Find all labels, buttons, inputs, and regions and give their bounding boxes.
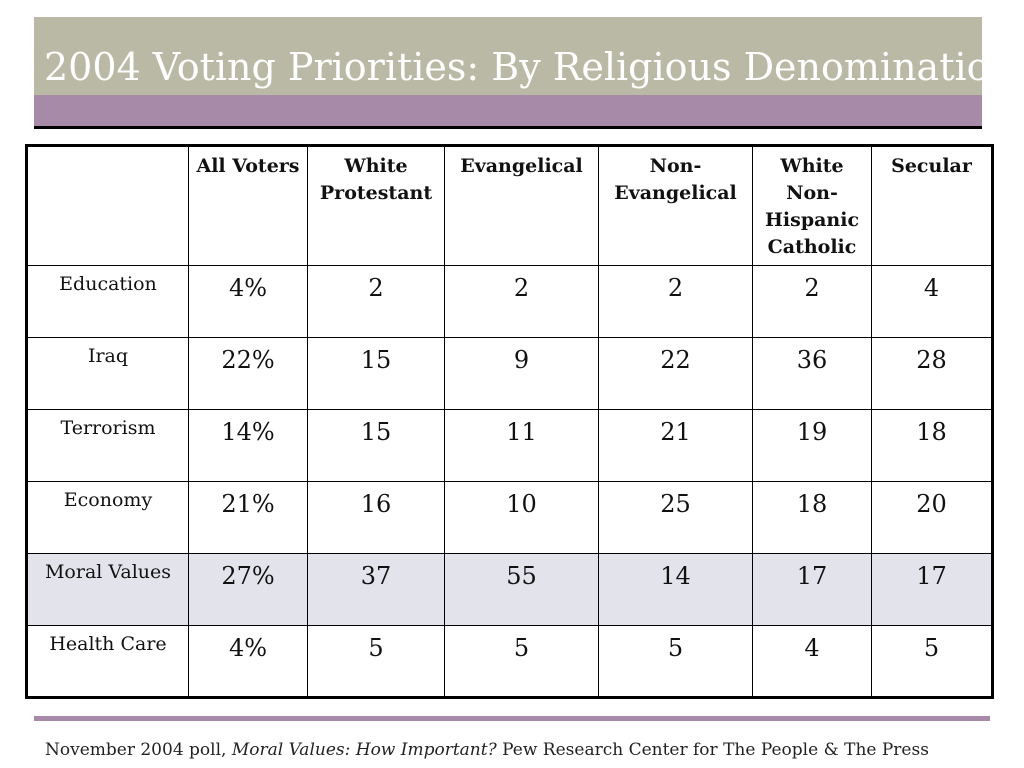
table-row-economy: Economy 21% 16 10 25 18 20 — [26, 481, 993, 554]
footer-divider — [34, 716, 990, 721]
table-cell: 9 — [444, 337, 599, 410]
table-cell: 17 — [752, 553, 872, 626]
row-label: Iraq — [26, 337, 189, 410]
table-cell: 10 — [444, 481, 599, 554]
table-cell: 11 — [444, 409, 599, 482]
header-white-non-hispanic-catholic: White Non- Hispanic Catholic — [752, 145, 872, 266]
row-label: Moral Values — [26, 553, 189, 626]
table-cell: 14% — [188, 409, 308, 482]
header-row: All Voters White Protestant Evangelical … — [26, 145, 993, 266]
header-evangelical: Evangelical — [444, 145, 599, 266]
table-cell: 55 — [444, 553, 599, 626]
header-white-protestant: White Protestant — [307, 145, 445, 266]
table-cell: 5 — [871, 625, 993, 698]
table-cell: 2 — [307, 265, 445, 338]
title-divider — [34, 126, 982, 129]
table-cell: 20 — [871, 481, 993, 554]
header-all-voters: All Voters — [188, 145, 308, 266]
table-cell: 21% — [188, 481, 308, 554]
table-cell: 4 — [752, 625, 872, 698]
table-cell: 17 — [871, 553, 993, 626]
row-label: Terrorism — [26, 409, 189, 482]
citation-prefix: November 2004 poll, — [45, 740, 232, 760]
table-cell: 21 — [598, 409, 753, 482]
table-cell: 19 — [752, 409, 872, 482]
table-cell: 37 — [307, 553, 445, 626]
table-cell: 15 — [307, 337, 445, 410]
table-row-iraq: Iraq 22% 15 9 22 36 28 — [26, 337, 993, 410]
purple-accent-band — [34, 95, 982, 126]
table-cell: 4 — [871, 265, 993, 338]
table-cell: 4% — [188, 265, 308, 338]
citation-report-title: Moral Values: How Important? — [231, 740, 497, 760]
table-cell: 18 — [871, 409, 993, 482]
table-cell: 2 — [598, 265, 753, 338]
table-cell: 14 — [598, 553, 753, 626]
table-cell: 5 — [307, 625, 445, 698]
table-row-education: Education 4% 2 2 2 2 4 — [26, 265, 993, 338]
table-cell: 25 — [598, 481, 753, 554]
table-cell: 36 — [752, 337, 872, 410]
header-non-evangelical: Non- Evangelical — [598, 145, 753, 266]
citation-suffix: Pew Research Center for The People & The… — [496, 740, 929, 760]
table-cell: 22% — [188, 337, 308, 410]
source-citation: November 2004 poll, Moral Values: How Im… — [45, 739, 1005, 761]
table-cell: 2 — [444, 265, 599, 338]
table-cell: 22 — [598, 337, 753, 410]
voting-priorities-table: All Voters White Protestant Evangelical … — [25, 144, 994, 699]
table-row-moral-values: Moral Values 27% 37 55 14 17 17 — [26, 553, 993, 626]
table-row-terrorism: Terrorism 14% 15 11 21 19 18 — [26, 409, 993, 482]
table-cell: 28 — [871, 337, 993, 410]
table-cell: 2 — [752, 265, 872, 338]
table-cell: 5 — [444, 625, 599, 698]
table-row-health-care: Health Care 4% 5 5 5 4 5 — [26, 625, 993, 698]
table-cell: 15 — [307, 409, 445, 482]
table-cell: 16 — [307, 481, 445, 554]
slide-title: 2004 Voting Priorities: By Religious Den… — [44, 45, 1014, 89]
table-cell: 18 — [752, 481, 872, 554]
title-band: 2004 Voting Priorities: By Religious Den… — [34, 17, 1014, 95]
row-label: Economy — [26, 481, 189, 554]
table-cell: 4% — [188, 625, 308, 698]
header-secular: Secular — [871, 145, 993, 266]
header-cell-empty — [26, 145, 189, 266]
row-label: Education — [26, 265, 189, 338]
table-cell: 5 — [598, 625, 753, 698]
row-label: Health Care — [26, 625, 189, 698]
table-cell: 27% — [188, 553, 308, 626]
